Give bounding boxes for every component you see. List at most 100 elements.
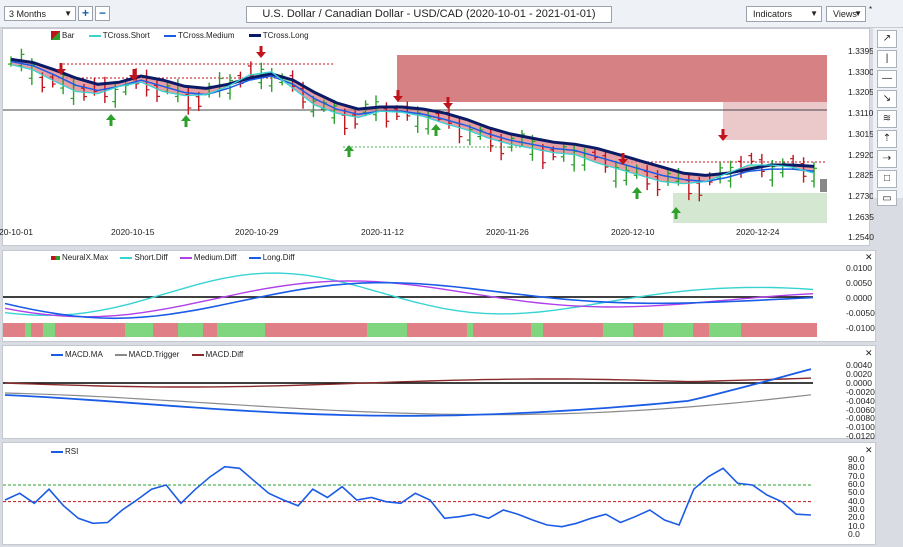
arrow-tool-icon[interactable]: ⇢ xyxy=(877,150,897,168)
axis-tick-label: 20.0 xyxy=(848,512,865,523)
macd-ma-swatch-icon xyxy=(51,353,63,356)
support-zone xyxy=(673,193,827,223)
close-icon[interactable]: ✕ xyxy=(865,445,873,455)
tcross-long-line xyxy=(10,57,815,177)
rsi-chart xyxy=(3,465,813,528)
fibonacci-tool-icon[interactable]: ⇡ xyxy=(877,130,897,148)
medium-diff-line xyxy=(4,280,814,318)
axis-tick-label: 1.2635 xyxy=(848,211,874,222)
rectangle-tool-icon[interactable]: □ xyxy=(877,170,897,188)
indicators-dropdown[interactable]: Indicators ▼ xyxy=(746,6,822,22)
sell-arrow-icon xyxy=(393,96,403,102)
channel-tool-icon[interactable]: ≋ xyxy=(877,110,897,128)
resistance-zone-light xyxy=(723,102,827,140)
axis-tick-label: 0.0050 xyxy=(846,278,872,288)
macd-trigger-swatch-icon xyxy=(114,353,127,356)
neuralx-strip xyxy=(603,323,633,337)
neuralx-strip xyxy=(741,323,817,337)
ray-tool-icon[interactable]: ↘ xyxy=(877,90,897,108)
close-icon[interactable]: ✕ xyxy=(865,252,873,262)
callout-tool-icon[interactable]: ▭ xyxy=(877,190,897,206)
buy-arrow-icon xyxy=(674,212,678,219)
period-select[interactable]: 3 Months ▼ xyxy=(4,6,76,21)
axis-tick-label: 1.2730 xyxy=(848,190,874,201)
neuralx-strip xyxy=(178,323,203,337)
sell-arrow-icon xyxy=(721,129,725,136)
neural-legend-icon xyxy=(51,255,60,260)
ribbon-fill xyxy=(293,80,315,105)
axis-tick-label: -0.0100 xyxy=(846,422,875,433)
date-tick-label: 2020-11-12 xyxy=(361,227,404,237)
neuralx-strip xyxy=(265,323,367,337)
axis-tick-label: 1.3205 xyxy=(848,87,874,98)
vertical-line-tool-icon[interactable]: | xyxy=(877,50,897,68)
date-tick-label: 2020-12-10 xyxy=(611,227,655,237)
short-diff-line xyxy=(4,272,814,317)
sell-arrow-icon xyxy=(446,97,450,104)
chevron-down-icon: ▼ xyxy=(854,9,862,18)
ribbon-fill xyxy=(553,142,576,155)
short-diff-swatch-icon xyxy=(120,256,133,259)
long-swatch-icon xyxy=(248,34,261,38)
zoom-out-button[interactable]: − xyxy=(95,6,110,21)
rsi-legend: RSI xyxy=(51,447,78,456)
sell-arrow-icon xyxy=(256,52,266,58)
ribbon-fill xyxy=(445,113,467,130)
ribbon-fill xyxy=(162,80,185,96)
horizontal-line-tool-icon[interactable]: — xyxy=(877,70,897,88)
date-tick-label: 2020-10-29 xyxy=(235,227,279,237)
legend-macd-diff: MACD.Diff xyxy=(205,350,244,359)
neuralx-pane[interactable]: NeuralX.Max Short.Diff Medium.Diff Long.… xyxy=(2,250,876,342)
period-value: 3 Months xyxy=(9,9,47,19)
date-tick-label: 2020-12-24 xyxy=(736,227,780,237)
axis-tick-label: 60.0 xyxy=(848,479,865,490)
zoom-in-button[interactable]: + xyxy=(78,6,93,21)
current-price-marker xyxy=(820,179,827,192)
neuralx-strip xyxy=(633,323,663,337)
legend-neural: NeuralX.Max xyxy=(62,253,109,262)
axis-tick-label: 0.0100 xyxy=(846,263,872,273)
sell-arrow-icon xyxy=(132,69,136,76)
date-tick-label: 20-10-01 xyxy=(0,227,34,237)
trendline-tool-icon[interactable]: ↗ xyxy=(877,30,897,48)
price-pane[interactable]: Bar TCross.Short TCross.Medium TCross.Lo… xyxy=(0,28,874,246)
axis-tick-label: 1.2540 xyxy=(848,232,874,243)
rsi-swatch-icon xyxy=(51,450,63,453)
indicators-label: Indicators xyxy=(753,9,793,19)
neuralx-strip xyxy=(709,323,741,337)
axis-tick-label: 40.0 xyxy=(848,495,865,506)
pin-icon[interactable]: * xyxy=(869,5,873,14)
sell-arrow-icon xyxy=(396,90,400,97)
axis-tick-label: 1.2920 xyxy=(848,149,874,160)
buy-arrow-icon xyxy=(106,114,116,120)
resistance-zone xyxy=(397,55,827,102)
axis-tick-label: 1.3395 xyxy=(848,46,874,56)
axis-tick-label: 0.0040 xyxy=(846,360,872,370)
axis-tick-label: 1.3110 xyxy=(848,108,874,119)
axis-tick-label: 30.0 xyxy=(848,504,865,515)
axis-tick-label: -0.0100 xyxy=(846,323,875,333)
close-icon[interactable]: ✕ xyxy=(865,348,873,358)
axis-tick-label: -0.0120 xyxy=(846,431,875,442)
price-chart xyxy=(3,46,827,223)
buy-arrow-icon xyxy=(671,207,681,213)
buy-arrow-icon xyxy=(347,150,351,157)
chevron-down-icon: ▼ xyxy=(810,9,818,18)
macd-pane[interactable]: MACD.MA MACD.Trigger MACD.Diff ✕ 0.0040 0… xyxy=(2,345,876,442)
neuralx-strip xyxy=(125,323,153,337)
views-dropdown[interactable]: Views ▼ xyxy=(826,6,866,22)
axis-tick-label: 1.3300 xyxy=(848,66,874,77)
views-label: Views xyxy=(833,9,857,19)
sell-arrow-icon xyxy=(59,63,63,70)
legend-short-diff: Short.Diff xyxy=(134,253,168,262)
legend-macd-trigger: MACD.Trigger xyxy=(128,350,180,359)
date-tick-label: 2020-10-15 xyxy=(111,227,155,237)
sell-arrow-icon xyxy=(56,69,66,75)
long-diff-swatch-icon xyxy=(248,256,261,259)
buy-arrow-icon xyxy=(181,115,191,121)
rsi-pane[interactable]: RSI ✕ 90.0 80.0 70.0 60.0 50.0 40.0 30.0 20.0 10… xyxy=(2,442,876,545)
medium-diff-swatch-icon xyxy=(179,256,192,259)
short-swatch-icon xyxy=(88,34,101,37)
sell-arrow-icon xyxy=(443,103,453,109)
axis-tick-label: -0.0080 xyxy=(846,413,875,424)
